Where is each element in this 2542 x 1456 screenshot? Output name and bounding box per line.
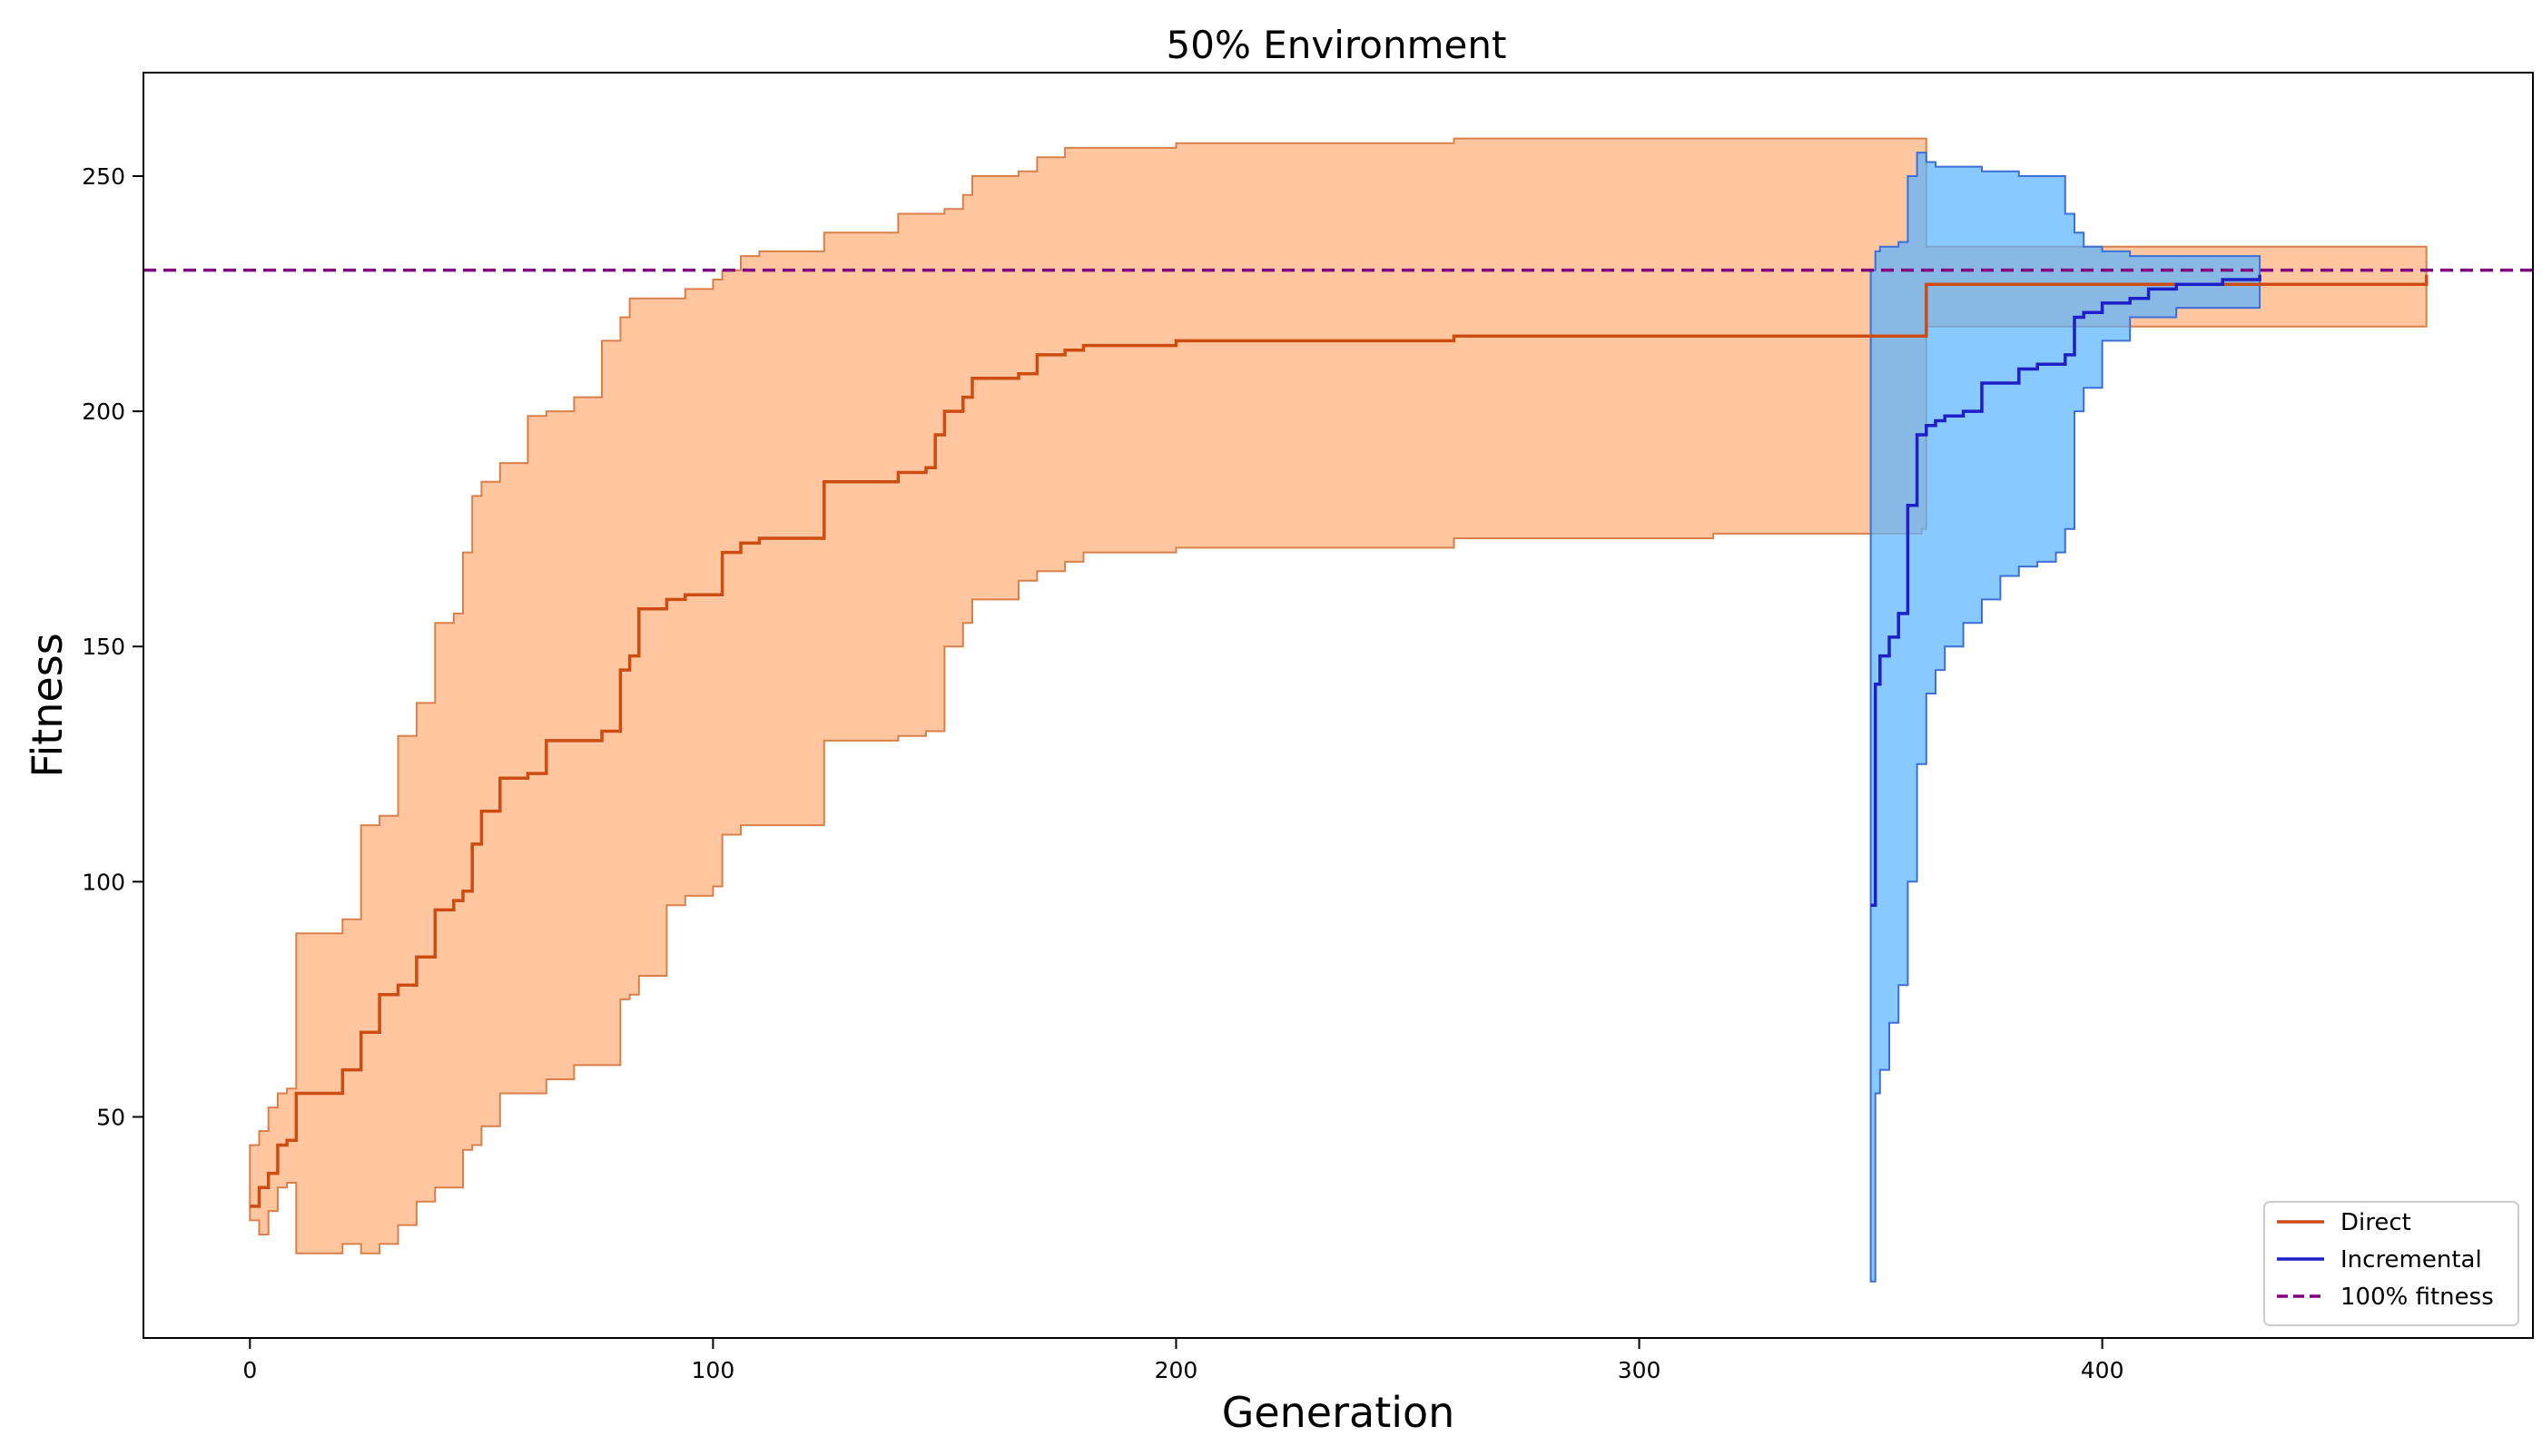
y-tick-label: 250 <box>82 163 125 190</box>
x-axis-label: Generation <box>1222 1388 1455 1437</box>
y-axis-label: Fitness <box>23 633 72 777</box>
y-axis-ticks: 50 100 150 200 250 <box>82 163 143 1130</box>
plot-bands <box>249 137 2428 1283</box>
x-tick-label: 300 <box>1618 1357 1661 1383</box>
incremental-band <box>1869 152 2261 1283</box>
y-tick-label: 150 <box>82 634 125 660</box>
chart-title: 50% Environment <box>1167 23 1507 67</box>
legend-label: Direct <box>2340 1209 2411 1236</box>
plot-lines <box>250 274 2429 1208</box>
legend-label: Incremental <box>2340 1246 2482 1274</box>
plot-frame <box>143 72 2534 1339</box>
legend: Direct Incremental 100% fitness <box>2263 1201 2519 1326</box>
x-axis-ticks: 0 100 200 300 400 <box>242 1338 2123 1383</box>
legend-items: Direct Incremental 100% fitness <box>2277 1209 2494 1311</box>
incremental-mean-line <box>1870 274 2261 907</box>
legend-box <box>2263 1201 2519 1326</box>
x-tick-label: 200 <box>1155 1357 1198 1383</box>
y-tick-label: 200 <box>82 398 125 425</box>
y-tick-label: 100 <box>82 869 125 895</box>
x-tick-label: 100 <box>692 1357 735 1383</box>
direct-mean-line <box>250 274 2429 1208</box>
legend-label: 100% fitness <box>2340 1284 2494 1311</box>
x-tick-label: 400 <box>2081 1357 2124 1383</box>
y-tick-label: 50 <box>96 1104 125 1130</box>
x-tick-label: 0 <box>242 1357 257 1383</box>
